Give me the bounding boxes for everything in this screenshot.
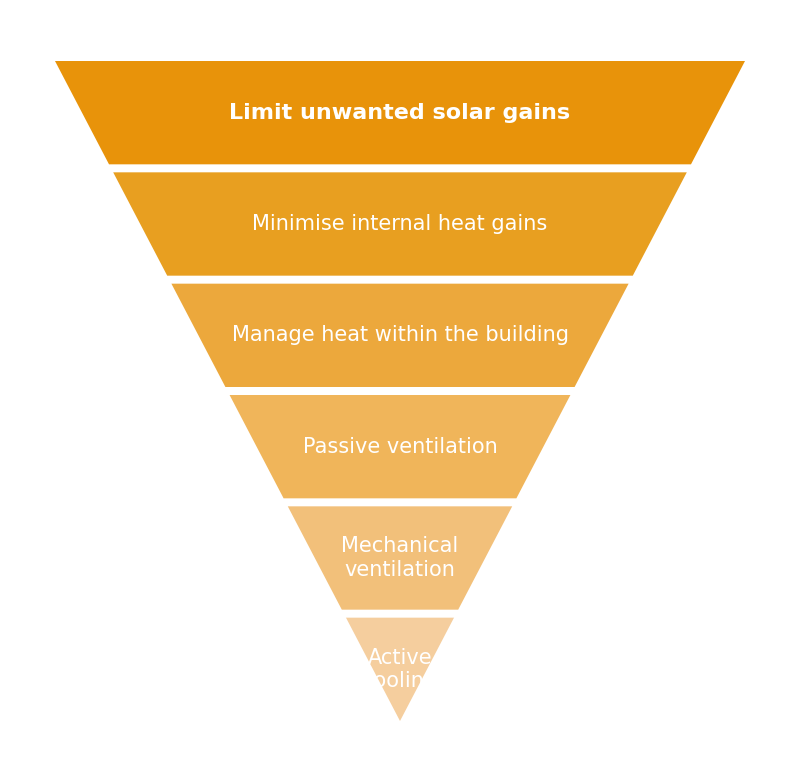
- Polygon shape: [113, 173, 687, 276]
- Polygon shape: [230, 395, 570, 498]
- Polygon shape: [346, 618, 454, 721]
- Polygon shape: [55, 61, 745, 164]
- Text: Active
cooling: Active cooling: [362, 647, 438, 691]
- Text: Passive ventilation: Passive ventilation: [302, 437, 498, 457]
- Polygon shape: [288, 506, 512, 610]
- Text: Mechanical
ventilation: Mechanical ventilation: [342, 537, 458, 580]
- Text: Manage heat within the building: Manage heat within the building: [231, 326, 569, 345]
- Text: Limit unwanted solar gains: Limit unwanted solar gains: [230, 102, 570, 123]
- Text: Minimise internal heat gains: Minimise internal heat gains: [252, 214, 548, 234]
- Polygon shape: [171, 284, 629, 387]
